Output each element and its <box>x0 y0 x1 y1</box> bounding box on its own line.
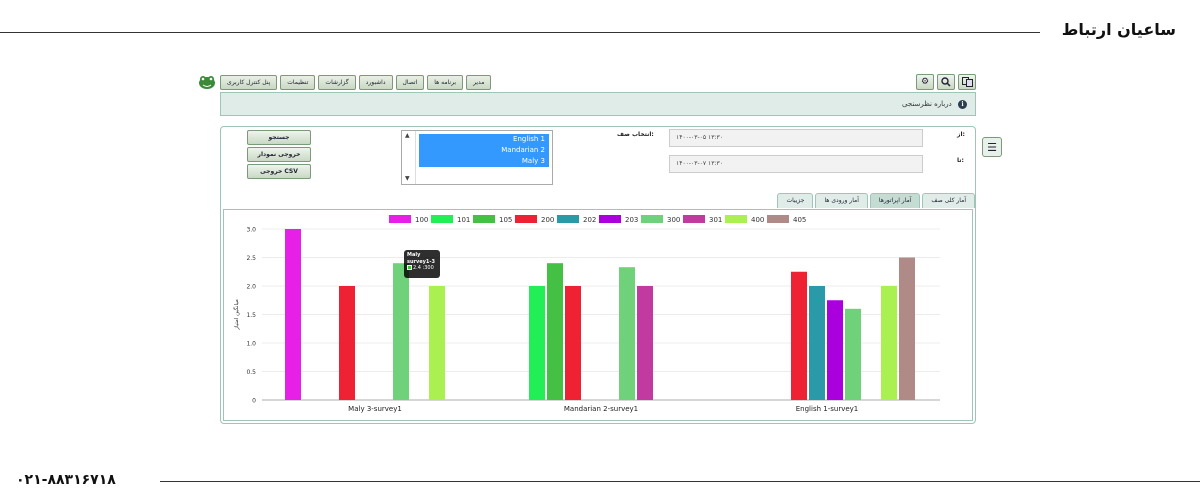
bar-300-1 <box>619 267 635 400</box>
tooltip-subtitle: survey1-3 <box>407 258 435 265</box>
menu-item-settings[interactable]: تنظیمات <box>280 75 316 90</box>
legend-swatch-202 <box>557 215 579 223</box>
bar-200-0 <box>339 286 355 400</box>
x-tick-label: Maly 3-survey1 <box>348 405 402 413</box>
scroll-down-icon[interactable]: ▼ <box>405 175 410 182</box>
legend-swatch-405 <box>767 215 789 223</box>
tab-operator-stats[interactable]: آمار اپراتورها <box>869 193 921 208</box>
queue-multiselect[interactable]: ▲ ▼ English 1 Mandarian 2 Maly 3 <box>401 130 553 185</box>
legend-label-203: 203 <box>625 216 638 224</box>
legend-label-300: 300 <box>667 216 680 224</box>
export-chart-button[interactable]: خروجی نمودار <box>247 147 311 162</box>
to-label: تا: <box>957 157 964 164</box>
language-icon[interactable] <box>958 74 976 90</box>
app-window: پنل کنترل کاربری تنظیمات گزارشات داشبورد… <box>196 72 980 428</box>
menu-item-programs[interactable]: برنامه ها <box>427 75 464 90</box>
top-divider <box>0 32 1040 33</box>
menu-item-reports[interactable]: گزارشات <box>318 75 356 90</box>
legend-label-301: 301 <box>709 216 722 224</box>
y-tick-label: 1.0 <box>246 341 256 348</box>
legend-label-105: 105 <box>499 216 512 224</box>
menu-item-admin[interactable]: مدیر <box>466 75 492 90</box>
to-date-field[interactable]: ۱۴۰۰-۰۳-۰۷ ۱۳:۳۰ <box>669 155 923 173</box>
legend-label-100: 100 <box>415 216 428 224</box>
legend-swatch-300 <box>641 215 663 223</box>
toolbar: ⚙ <box>916 74 976 90</box>
queue-option-maly[interactable]: Maly 3 <box>419 156 549 167</box>
x-tick-label: English 1-survey1 <box>796 405 859 413</box>
y-tick-label: 3.0 <box>246 227 256 234</box>
tooltip-swatch <box>407 265 412 270</box>
bar-tooltip: Maly survey1-3 2.4 :300 <box>404 250 440 278</box>
brand-title: ساعیان ارتباط <box>1061 20 1176 39</box>
y-tick-label: 0.5 <box>246 369 256 376</box>
bar-chart: 3.0 2.5 2.0 1.5 1.0 0.5 0 میانگین امتیاز 100 101 1… <box>233 215 940 413</box>
tooltip-value: 2.4 :300 <box>413 265 434 271</box>
bar-400-0 <box>429 286 445 400</box>
scroll-up-icon[interactable]: ▲ <box>405 132 410 139</box>
bar-101-1 <box>529 286 545 400</box>
bar-300-0 <box>393 263 409 400</box>
bottom-divider <box>160 481 1200 482</box>
main-menu: پنل کنترل کاربری تنظیمات گزارشات داشبورد… <box>220 75 492 90</box>
legend-swatch-105 <box>473 215 495 223</box>
tab-details[interactable]: جزییات <box>777 193 814 208</box>
from-date-field[interactable]: ۱۴۰۰-۰۳-۰۵ ۱۳:۳۰ <box>669 129 923 147</box>
menu-item-user-panel[interactable]: پنل کنترل کاربری <box>220 75 278 90</box>
search-button[interactable]: جستجو <box>247 130 311 145</box>
x-tick-label: Mandarian 2-survey1 <box>564 405 638 413</box>
stats-tabs: آمار کلی صف آمار اپراتورها آمار ورودی ها… <box>777 193 975 208</box>
queue-option-mandarian[interactable]: Mandarian 2 <box>419 145 549 156</box>
legend-swatch-400 <box>725 215 747 223</box>
y-axis-label: میانگین امتیاز <box>233 299 240 331</box>
survey-info-bar[interactable]: i درباره نظرسنجی <box>220 92 976 116</box>
logo-icon <box>199 76 215 89</box>
tab-incoming-stats[interactable]: آمار ورودی ها <box>815 193 868 208</box>
y-tick-label: 2.0 <box>246 284 256 291</box>
queue-option-english[interactable]: English 1 <box>419 134 549 145</box>
legend-label-400: 400 <box>751 216 764 224</box>
menu-item-dashboard[interactable]: داشبورد <box>358 75 393 90</box>
legend-swatch-301 <box>683 215 705 223</box>
export-csv-button[interactable]: خروجی CSV <box>247 164 311 179</box>
search-icon[interactable] <box>937 74 955 90</box>
settings-icon[interactable]: ⚙ <box>916 74 934 90</box>
from-label: از: <box>957 131 965 138</box>
legend-label-101: 101 <box>457 216 470 224</box>
queue-select-label: انتخاب صف: <box>617 131 654 138</box>
bar-105-1 <box>547 263 563 400</box>
bar-300-2 <box>845 308 861 400</box>
legend-swatch-203 <box>599 215 621 223</box>
bar-400-2 <box>881 286 897 400</box>
legend-label-200: 200 <box>541 216 554 224</box>
legend-swatch-101 <box>431 215 453 223</box>
legend-label-405: 405 <box>793 216 806 224</box>
phone-number: ۰۲۱-۸۸۳۱۶۷۱۸ <box>16 472 116 488</box>
tooltip-title: Maly <box>407 252 421 258</box>
bar-202-2 <box>809 286 825 400</box>
bar-200-2 <box>791 271 807 400</box>
tab-queue-stats[interactable]: آمار کلی صف <box>922 193 975 208</box>
bar-200-1 <box>565 286 581 400</box>
y-tick-label: 2.5 <box>246 255 256 262</box>
y-tick-label: 1.5 <box>246 312 256 319</box>
menu-item-connection[interactable]: اتصال <box>395 75 425 90</box>
bar-203-2 <box>827 300 843 400</box>
list-scrollbar[interactable]: ▲ ▼ <box>402 131 416 184</box>
report-panel: جستجو خروجی نمودار خروجی CSV ▲ ▼ English… <box>220 126 976 424</box>
list-menu-icon[interactable]: ☰ <box>982 137 1002 157</box>
legend-swatch-200 <box>515 215 537 223</box>
legend-label-202: 202 <box>583 216 596 224</box>
y-tick-label: 0 <box>252 398 256 405</box>
bar-100-0 <box>285 229 301 400</box>
bar-301-1 <box>637 286 653 400</box>
bar-405-2 <box>899 257 915 400</box>
info-icon: i <box>958 99 967 109</box>
legend-swatch-100 <box>389 215 411 223</box>
survey-info-label: درباره نظرسنجی <box>902 100 952 108</box>
chart-area: 3.0 2.5 2.0 1.5 1.0 0.5 0 میانگین امتیاز 100 101 1… <box>223 209 973 421</box>
